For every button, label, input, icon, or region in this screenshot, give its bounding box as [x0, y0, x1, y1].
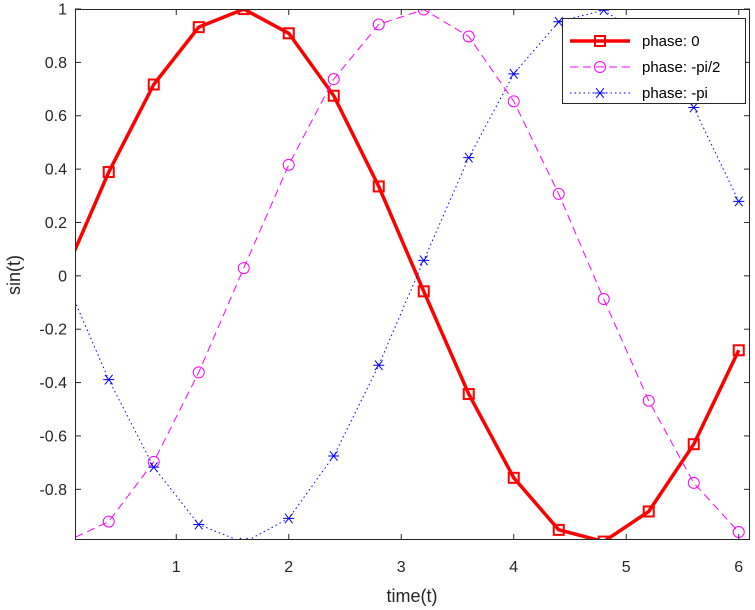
y-tick-label: 1: [58, 2, 67, 19]
legend-entry-3: phase: -pi: [570, 85, 708, 102]
series-line: [75, 9, 740, 538]
data-point: [327, 89, 340, 102]
y-axis-label: sin(t): [4, 255, 24, 295]
y-tick-label: 0.8: [45, 55, 67, 72]
data-point: [733, 196, 745, 207]
data-point: [507, 471, 520, 484]
data-point: [552, 523, 565, 536]
data-point: [373, 360, 385, 371]
data-point: [328, 450, 340, 462]
x-tick-label: 1: [172, 559, 181, 576]
data-point: [102, 515, 115, 528]
data-point: [688, 102, 700, 113]
series-2: [58, 9, 745, 548]
data-point: [372, 180, 385, 193]
x-axis-label: time(t): [387, 586, 438, 606]
legend-label: phase: -pi: [642, 85, 708, 102]
data-point: [237, 262, 250, 275]
y-tick-label: 0.2: [45, 215, 67, 232]
data-point: [508, 68, 520, 79]
legend-label: phase: 0: [642, 33, 700, 50]
y-tick-label: 0.6: [45, 108, 67, 125]
data-point: [283, 513, 295, 524]
x-tick-label: 5: [622, 559, 631, 576]
data-point: [642, 505, 655, 518]
data-point: [732, 344, 745, 357]
data-point: [327, 73, 340, 86]
data-point: [58, 537, 69, 548]
legend-entry-1: phase: 0: [570, 33, 700, 50]
data-point: [642, 394, 655, 407]
data-point: [282, 27, 295, 40]
series-1: [75, 9, 745, 540]
data-point: [148, 462, 160, 473]
y-tick-label: -0.8: [39, 482, 67, 499]
data-point: [507, 95, 520, 108]
data-point: [552, 187, 565, 200]
legend: phase: 0 phase: -pi/2 phase: -pi: [562, 18, 746, 104]
legend-entry-2: phase: -pi/2: [570, 59, 720, 76]
data-point: [417, 285, 430, 298]
data-point: [463, 152, 475, 163]
data-point: [192, 21, 205, 34]
data-point: [282, 158, 295, 171]
y-tick-label: -0.6: [39, 428, 67, 445]
legend-label: phase: -pi/2: [642, 59, 720, 76]
ticks-layer: 1 2 3 4 5 6 -0.8 -0.6 -0.4 -0.2 0 0.2 0.4 0.6 0.8 1: [39, 2, 750, 576]
x-tick-label: 2: [284, 559, 293, 576]
data-point: [597, 535, 610, 540]
legend-marker: [594, 35, 606, 47]
data-point: [418, 255, 430, 266]
legend-marker: [594, 87, 606, 99]
data-point: [598, 9, 610, 16]
x-tick-label: 3: [397, 559, 406, 576]
x-tick-label: 6: [734, 559, 743, 576]
data-point: [687, 476, 700, 489]
legend-box: [562, 18, 746, 104]
y-tick-label: 0: [58, 268, 67, 285]
series-line: [75, 9, 741, 540]
data-point: [372, 18, 385, 31]
data-point: [462, 30, 475, 43]
x-tick-label: 4: [509, 559, 518, 576]
data-point: [597, 293, 610, 306]
data-point: [687, 438, 700, 451]
y-tick-label: -0.2: [39, 322, 67, 339]
data-point: [102, 166, 115, 179]
y-tick-label: 0.4: [45, 162, 67, 179]
data-point: [462, 388, 475, 401]
axes-box: [75, 9, 750, 540]
data-point: [193, 519, 205, 530]
data-point: [103, 374, 115, 385]
legend-marker: [594, 61, 606, 73]
y-tick-label: -0.4: [39, 375, 67, 392]
data-point: [147, 78, 160, 91]
data-point: [192, 366, 205, 379]
